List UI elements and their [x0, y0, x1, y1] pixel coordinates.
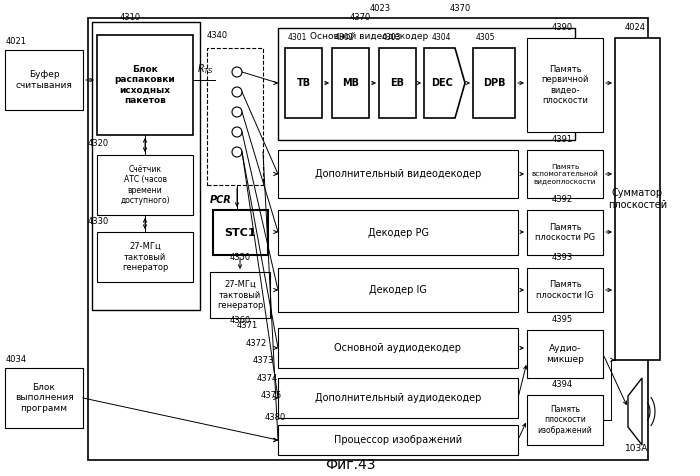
Polygon shape: [424, 48, 465, 118]
Bar: [92, 22, 200, 310]
Text: 4024: 4024: [625, 23, 646, 32]
Bar: [527, 330, 603, 378]
Text: 4302: 4302: [335, 33, 354, 42]
Text: Память
первичной
видео-
плоскости: Память первичной видео- плоскости: [541, 65, 589, 105]
Text: DEC: DEC: [431, 78, 453, 88]
Text: 4390: 4390: [552, 23, 573, 32]
Text: 4310: 4310: [120, 13, 141, 22]
Bar: [97, 155, 193, 215]
Text: 4330: 4330: [88, 217, 109, 226]
Text: Сумматор
плоскостей: Сумматор плоскостей: [608, 188, 667, 210]
Text: 4023: 4023: [370, 4, 391, 13]
Bar: [97, 232, 193, 282]
Text: 4370: 4370: [449, 4, 470, 13]
Bar: [278, 28, 575, 140]
Text: 4301: 4301: [288, 33, 307, 42]
Text: Декодер IG: Декодер IG: [369, 285, 427, 295]
Text: 4394: 4394: [552, 380, 573, 389]
Text: Память
вспомогательной
видеоплоскости: Память вспомогательной видеоплоскости: [531, 164, 598, 184]
Bar: [278, 150, 518, 198]
Text: Аудио-
микшер: Аудио- микшер: [546, 344, 584, 364]
Text: Основной видеодекодер: Основной видеодекодер: [310, 32, 428, 41]
Text: Основной аудиодекодер: Основной аудиодекодер: [335, 343, 461, 353]
Text: 4391: 4391: [552, 135, 573, 144]
Text: Блок
выполнения
программ: Блок выполнения программ: [15, 383, 74, 413]
Bar: [88, 18, 648, 460]
Bar: [379, 48, 416, 118]
Bar: [278, 378, 518, 418]
Bar: [207, 48, 263, 185]
Text: Память
плоскости IG: Память плоскости IG: [536, 280, 594, 300]
Circle shape: [232, 67, 242, 77]
Text: STC1: STC1: [225, 228, 256, 238]
Bar: [278, 268, 518, 312]
Bar: [278, 210, 518, 255]
Bar: [97, 35, 193, 135]
Text: TB: TB: [296, 78, 311, 88]
Text: Буфер
считывания: Буфер считывания: [15, 70, 72, 89]
Text: 27-МГц
тактовый
генератор: 27-МГц тактовый генератор: [217, 280, 263, 310]
Text: Счётчик
АТС (часов
времени
доступного): Счётчик АТС (часов времени доступного): [120, 165, 170, 205]
Text: 4305: 4305: [476, 33, 496, 42]
Circle shape: [232, 87, 242, 97]
Bar: [527, 210, 603, 255]
Text: 103A: 103A: [625, 444, 648, 453]
Circle shape: [232, 107, 242, 117]
Text: 4393: 4393: [552, 253, 573, 262]
Text: MB: MB: [342, 78, 359, 88]
Text: $R_{TS}$: $R_{TS}$: [197, 62, 214, 76]
Text: Дополнительный видеодекодер: Дополнительный видеодекодер: [315, 169, 481, 179]
Bar: [527, 38, 603, 132]
Text: 4372: 4372: [246, 339, 267, 348]
Text: 4034: 4034: [6, 355, 27, 364]
Bar: [278, 425, 518, 455]
Bar: [5, 368, 83, 428]
Text: PCR: PCR: [210, 195, 232, 205]
Text: DPB: DPB: [483, 78, 505, 88]
Bar: [473, 48, 515, 118]
Text: Процессор изображений: Процессор изображений: [334, 435, 462, 445]
Text: 4371: 4371: [237, 321, 258, 330]
Text: Декодер PG: Декодер PG: [368, 228, 428, 238]
Bar: [285, 48, 322, 118]
Bar: [332, 48, 369, 118]
Text: EB: EB: [391, 78, 405, 88]
Text: Память
плоскости PG: Память плоскости PG: [535, 223, 595, 242]
Text: 4304: 4304: [432, 33, 452, 42]
Bar: [278, 328, 518, 368]
Bar: [615, 38, 660, 360]
Circle shape: [232, 147, 242, 157]
Bar: [527, 150, 603, 198]
Text: 4380: 4380: [265, 413, 286, 422]
Text: 4021: 4021: [6, 37, 27, 46]
Text: 4375: 4375: [261, 391, 282, 400]
Text: 4373: 4373: [253, 356, 274, 365]
Bar: [527, 268, 603, 312]
Bar: [213, 210, 268, 255]
Bar: [210, 272, 270, 318]
Text: Блок
распаковки
исходных
пакетов: Блок распаковки исходных пакетов: [115, 65, 176, 105]
Text: 4303: 4303: [382, 33, 402, 42]
Text: 4360: 4360: [230, 316, 251, 325]
Text: 27-МГц
тактовый
генератор: 27-МГц тактовый генератор: [122, 242, 168, 272]
Text: Память
плоскости
изображений: Память плоскости изображений: [538, 405, 592, 435]
Bar: [527, 395, 603, 445]
Text: 4374: 4374: [257, 374, 279, 383]
Circle shape: [232, 127, 242, 137]
Text: 4320: 4320: [88, 139, 109, 148]
Text: 4350: 4350: [230, 253, 251, 262]
Text: 4392: 4392: [552, 195, 573, 204]
Text: Дополнительный аудиодекодер: Дополнительный аудиодекодер: [315, 393, 481, 403]
Text: 4395: 4395: [552, 315, 573, 324]
Text: Фиг.43: Фиг.43: [325, 458, 375, 472]
Polygon shape: [628, 378, 642, 445]
Text: 4340: 4340: [207, 31, 228, 40]
Bar: [5, 50, 83, 110]
Text: 4370: 4370: [350, 13, 371, 22]
